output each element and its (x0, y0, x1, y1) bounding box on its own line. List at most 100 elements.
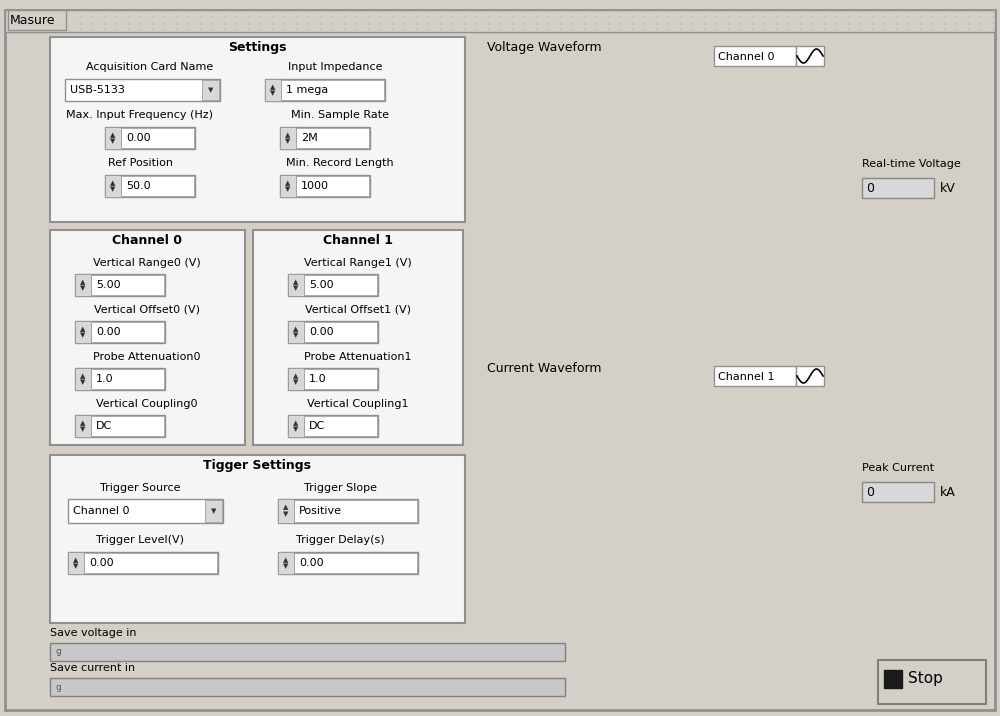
Bar (65, 79, 220, 101)
Text: Vertical Range0 (V): Vertical Range0 (V) (93, 258, 201, 268)
Bar (91, 416, 164, 436)
Text: Trigger Slope: Trigger Slope (304, 483, 376, 493)
Text: Trigger Level(V): Trigger Level(V) (96, 535, 184, 545)
Bar (280, 127, 296, 149)
Bar (280, 175, 296, 197)
Y-axis label: Amplitude: Amplitude (450, 174, 463, 235)
Bar (75, 274, 165, 296)
Text: ▼: ▼ (80, 426, 86, 432)
Bar (68, 552, 84, 574)
Text: 0.00: 0.00 (96, 327, 121, 337)
Bar (50, 37, 465, 222)
Text: ▼: ▼ (283, 563, 289, 569)
Bar (202, 80, 219, 100)
Bar (75, 274, 91, 296)
Bar (75, 415, 91, 437)
Bar (296, 176, 369, 196)
Bar (105, 127, 195, 149)
Bar (75, 368, 91, 390)
Bar (280, 175, 370, 197)
Bar (75, 368, 165, 390)
Text: Vertical Coupling1: Vertical Coupling1 (307, 399, 409, 409)
Text: Stop: Stop (908, 672, 943, 687)
Bar (288, 321, 378, 343)
Text: Probe Attenuation0: Probe Attenuation0 (93, 352, 201, 362)
Text: Settings: Settings (228, 41, 286, 54)
Bar (265, 79, 281, 101)
Text: ▼: ▼ (211, 508, 217, 514)
Bar (281, 80, 384, 100)
Bar (278, 552, 294, 574)
Text: ▲: ▲ (293, 420, 299, 426)
Text: g: g (56, 682, 62, 692)
Text: ▲: ▲ (285, 180, 291, 185)
Text: ▼: ▼ (283, 512, 289, 518)
Text: 1000: 1000 (301, 181, 329, 191)
Text: ▼: ▼ (110, 138, 116, 145)
Text: 1.0: 1.0 (309, 374, 327, 384)
Text: Channel 0: Channel 0 (718, 52, 774, 62)
Bar (50, 455, 465, 623)
Text: Channel 1: Channel 1 (323, 233, 393, 246)
Bar (105, 127, 121, 149)
Text: 0.00: 0.00 (89, 558, 114, 568)
Bar (714, 366, 796, 386)
Text: ▼: ▼ (293, 426, 299, 432)
Text: ▲: ▲ (293, 279, 299, 285)
Text: 50.0: 50.0 (126, 181, 151, 191)
Text: Save voltage in: Save voltage in (50, 628, 136, 638)
Text: Vertical Offset0 (V): Vertical Offset0 (V) (94, 305, 200, 315)
Bar (121, 176, 194, 196)
Text: Acquisition Card Name: Acquisition Card Name (86, 62, 214, 72)
Bar (884, 670, 902, 688)
Text: ▲: ▲ (80, 420, 86, 426)
Text: ▲: ▲ (283, 557, 289, 563)
Text: ▼: ▼ (293, 332, 299, 338)
Text: Peak Current: Peak Current (862, 463, 934, 473)
Text: Channel 0: Channel 0 (112, 233, 182, 246)
Text: ▲: ▲ (285, 132, 291, 137)
Text: ▼: ▼ (110, 186, 116, 193)
Text: 1.0: 1.0 (96, 374, 114, 384)
Bar (91, 275, 164, 295)
Bar (278, 499, 418, 523)
Text: Vertical Coupling0: Vertical Coupling0 (96, 399, 198, 409)
Text: USB-5133: USB-5133 (70, 85, 125, 95)
Bar (68, 499, 223, 523)
Bar (296, 128, 369, 148)
Bar (862, 178, 934, 198)
Bar (294, 500, 417, 522)
Text: Vertical Range1 (V): Vertical Range1 (V) (304, 258, 412, 268)
Text: DC: DC (309, 421, 325, 431)
Text: 2M: 2M (301, 133, 318, 143)
Text: Masure: Masure (10, 14, 56, 27)
Text: Real-time Voltage: Real-time Voltage (862, 159, 961, 169)
Text: 0.00: 0.00 (126, 133, 151, 143)
Bar (878, 660, 986, 704)
Text: 5.00: 5.00 (309, 280, 334, 290)
Text: 1 mega: 1 mega (286, 85, 328, 95)
Text: Save current in: Save current in (50, 663, 135, 673)
Bar (68, 552, 218, 574)
Text: ▲: ▲ (80, 373, 86, 379)
Text: Max. Input Frequency (Hz): Max. Input Frequency (Hz) (66, 110, 214, 120)
Text: 0.00: 0.00 (299, 558, 324, 568)
X-axis label: Time: Time (662, 634, 691, 647)
Text: ▼: ▼ (73, 563, 79, 569)
Text: Trigger Delay(s): Trigger Delay(s) (296, 535, 384, 545)
Text: Ref Position: Ref Position (108, 158, 173, 168)
Bar (862, 482, 934, 502)
Bar (91, 369, 164, 389)
Bar (75, 415, 165, 437)
Text: ▲: ▲ (80, 326, 86, 332)
Bar (288, 415, 378, 437)
Text: kV: kV (940, 183, 956, 195)
Text: 0: 0 (866, 486, 874, 500)
Text: ▼: ▼ (270, 90, 276, 96)
Text: ▲: ▲ (73, 557, 79, 563)
Bar (278, 499, 294, 523)
Bar (288, 368, 304, 390)
Text: Min. Record Length: Min. Record Length (286, 158, 394, 168)
Bar (253, 230, 463, 445)
Text: ▲: ▲ (110, 180, 116, 185)
